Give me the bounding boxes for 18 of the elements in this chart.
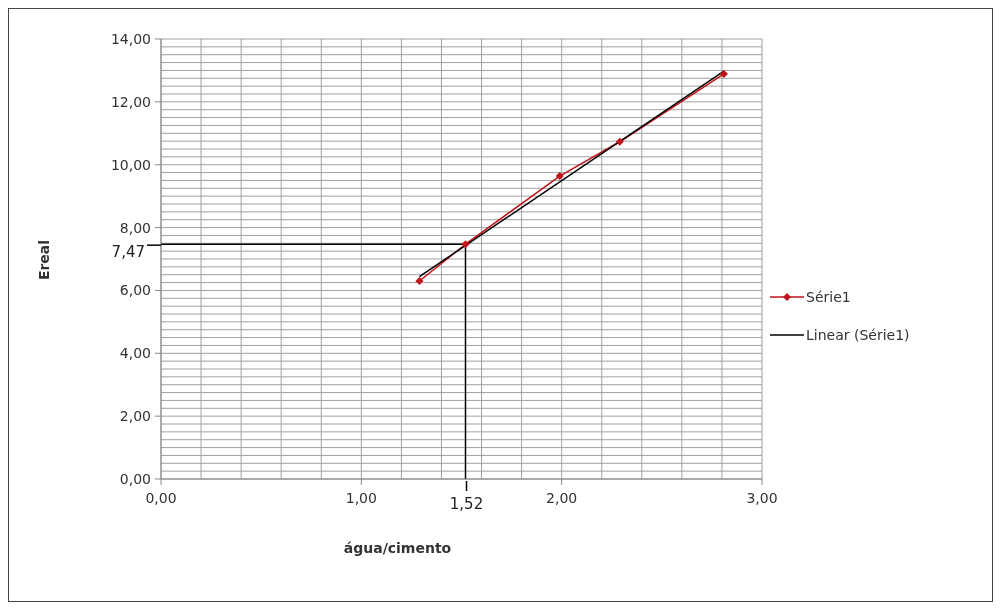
y-tick-label: 12,00: [110, 93, 151, 110]
x-tick-label: 3,00: [746, 490, 778, 506]
x-axis-title: água/cimento: [343, 540, 452, 556]
y-tick-label: 0,00: [119, 471, 151, 487]
y-tick-label: 14,00: [110, 31, 151, 47]
y-tick-label: 8,00: [119, 219, 151, 236]
ref-line-label: 7,47: [111, 243, 145, 262]
y-axis-title: Ereal: [36, 239, 52, 281]
x-tick-label: 1,00: [345, 490, 377, 506]
legend-label: Linear (Série1): [806, 327, 910, 343]
ref-line-label: 1,52: [449, 495, 484, 513]
y-tick-label: 10,00: [110, 156, 151, 173]
legend-label: Série1: [806, 289, 851, 305]
y-tick-label: 4,00: [119, 345, 151, 362]
x-tick-label: 2,00: [546, 490, 578, 506]
x-tick-label: 0,00: [145, 490, 177, 506]
y-tick-label: 6,00: [119, 282, 151, 299]
y-tick-label: 2,00: [119, 408, 151, 425]
